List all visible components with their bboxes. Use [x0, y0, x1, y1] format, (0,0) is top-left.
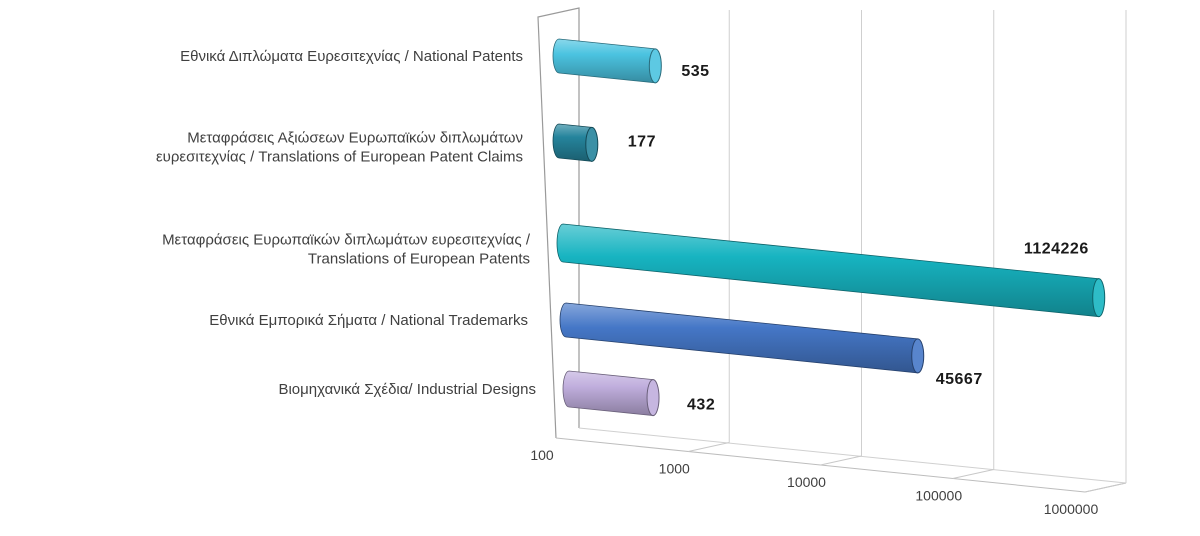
gridline-floor — [820, 455, 862, 466]
bar-end-cap — [585, 126, 599, 162]
bar-body — [552, 123, 593, 162]
bar-body — [556, 223, 1100, 318]
x-tick-label: 10000 — [787, 474, 826, 490]
bars — [552, 38, 1106, 417]
category-label: Μεταφράσεις Ευρωπαϊκών διπλωμάτων ευρεσι… — [162, 232, 531, 268]
category-label-line: ευρεσιτεχνίας / Translations of European… — [156, 149, 523, 166]
data-label: 45667 — [936, 371, 983, 388]
x-tick-label: 1000 — [659, 461, 690, 477]
data-label: 432 — [687, 397, 715, 414]
category-label-line: Βιομηχανικά Σχέδια/ Industrial Designs — [278, 381, 536, 398]
bar — [552, 123, 599, 162]
bar-body — [552, 38, 656, 84]
bar-end-cap — [646, 379, 660, 417]
gridline-floor — [688, 442, 730, 452]
gridline-floor — [1084, 482, 1127, 493]
bar-end-cap — [1092, 278, 1106, 318]
tick-labels: 100 1000 10000 100000 1000000 — [530, 447, 1098, 517]
category-label: Βιομηχανικά Σχέδια/ Industrial Designs — [278, 381, 536, 398]
category-label-line: Εθνικά Διπλώματα Ευρεσιτεχνίας / Nationa… — [180, 48, 523, 65]
category-label-line: Εθνικά Εμπορικά Σήματα / National Tradem… — [209, 312, 528, 329]
bar-body — [559, 302, 919, 374]
bar-end-cap — [911, 338, 925, 374]
category-label: Εθνικά Διπλώματα Ευρεσιτεχνίας / Nationa… — [180, 48, 523, 65]
bar-end-cap — [648, 48, 662, 84]
data-label: 1124226 — [1024, 241, 1089, 258]
category-label: Εθνικά Εμπορικά Σήματα / National Tradem… — [209, 312, 528, 329]
category-label-line: Translations of European Patents — [308, 251, 530, 268]
bar — [562, 370, 660, 417]
bar — [556, 223, 1106, 318]
category-labels: Εθνικά Διπλώματα Ευρεσιτεχνίας / Nationa… — [156, 48, 536, 398]
data-label: 177 — [628, 133, 656, 150]
gridlines — [688, 10, 1127, 493]
gridline-floor — [952, 469, 994, 479]
category-label-line: Μεταφράσεις Ευρωπαϊκών διπλωμάτων ευρεσι… — [162, 232, 531, 249]
data-label: 535 — [681, 63, 709, 80]
floor-back-edge — [578, 427, 1127, 484]
bar — [552, 38, 662, 84]
bar — [559, 302, 925, 374]
back-wall — [537, 7, 580, 439]
x-tick-label: 100000 — [915, 488, 962, 504]
bar-body — [562, 370, 654, 417]
x-tick-label: 1000000 — [1044, 501, 1099, 517]
category-label-line: Μεταφράσεις Αξιώσεων Ευρωπαϊκών διπλωμάτ… — [187, 130, 523, 147]
value-labels: 535 177 1124226 45667 432 — [628, 63, 1089, 414]
x-tick-label: 100 — [530, 447, 554, 463]
category-label: Μεταφράσεις Αξιώσεων Ευρωπαϊκών διπλωμάτ… — [156, 130, 523, 166]
